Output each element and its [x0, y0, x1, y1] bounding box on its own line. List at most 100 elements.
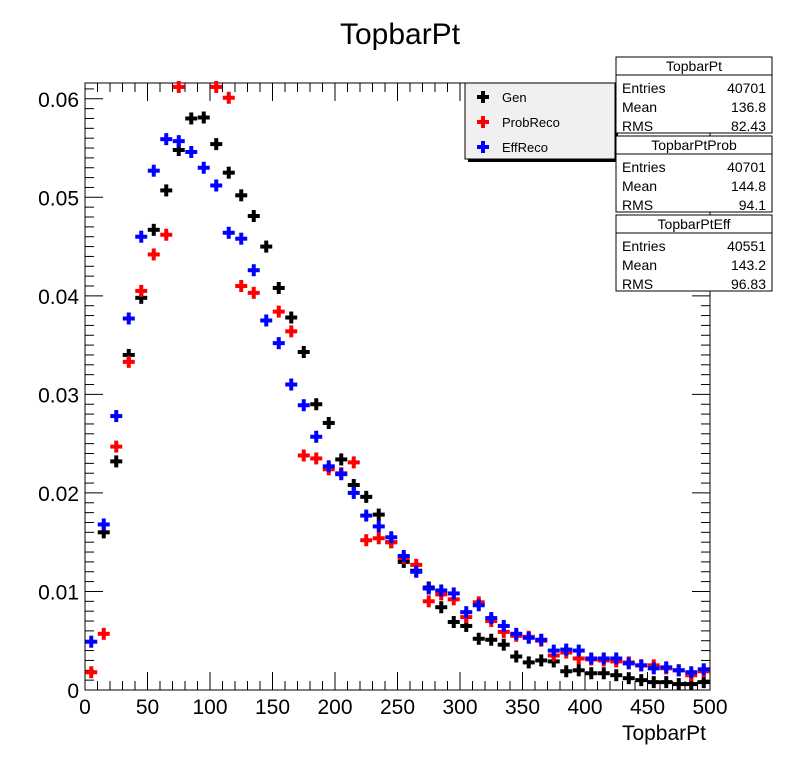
- data-point-gen: [360, 490, 373, 503]
- data-point-effreco: [197, 161, 210, 174]
- data-point-gen: [372, 508, 385, 521]
- data-point-effreco: [697, 663, 710, 676]
- stats-row-key: Mean: [622, 257, 657, 273]
- data-point-probreco: [222, 91, 235, 104]
- stats-box-2: TopbarPtEff Entries 40551 Mean 143.2 RMS 96.83: [615, 214, 773, 292]
- legend-entry-effreco: EffReco: [477, 140, 548, 155]
- data-point-effreco: [347, 486, 360, 499]
- data-point-effreco: [435, 584, 448, 597]
- x-tick-label: 250: [380, 696, 415, 719]
- data-point-effreco: [172, 135, 185, 148]
- y-tick-label: 0.03: [38, 384, 79, 407]
- data-point-effreco: [622, 657, 635, 670]
- legend-label: Gen: [502, 90, 527, 105]
- stats-box-title: TopbarPtProb: [651, 137, 737, 153]
- data-point-effreco: [247, 264, 260, 277]
- data-point-effreco: [635, 659, 648, 672]
- data-point-effreco: [110, 410, 123, 423]
- data-point-gen: [672, 678, 685, 691]
- data-point-effreco: [485, 612, 498, 625]
- x-tick-label: 150: [255, 696, 290, 719]
- data-point-gen: [260, 240, 273, 253]
- data-point-effreco: [460, 606, 473, 619]
- stats-row-key: Mean: [622, 99, 657, 115]
- data-point-gen: [322, 416, 335, 429]
- data-point-gen: [610, 669, 623, 682]
- data-point-probreco: [122, 355, 135, 368]
- data-point-gen: [235, 189, 248, 202]
- stats-row-value: 82.43: [731, 118, 766, 134]
- data-point-gen: [285, 311, 298, 324]
- axis-ticks: 0 50 100 150 200 250 300 350 400 450 500 0 0.01 0.02 0…: [38, 83, 728, 719]
- data-point-gen: [335, 453, 348, 466]
- data-point-effreco: [147, 164, 160, 177]
- data-point-gen: [147, 223, 160, 236]
- data-point-effreco: [260, 314, 273, 327]
- data-point-probreco: [297, 449, 310, 462]
- data-point-gen: [622, 672, 635, 685]
- data-point-gen: [572, 664, 585, 677]
- data-point-gen: [210, 138, 223, 151]
- data-point-probreco: [272, 305, 285, 318]
- data-point-probreco: [160, 228, 173, 241]
- stats-row-key: RMS: [622, 276, 653, 292]
- series-gen: [97, 111, 710, 691]
- data-point-effreco: [310, 430, 323, 443]
- stats-row-value: 144.8: [731, 178, 766, 194]
- data-point-gen: [222, 166, 235, 179]
- data-point-effreco: [447, 587, 460, 600]
- data-point-gen: [310, 398, 323, 411]
- legend-entry-gen: Gen: [477, 90, 527, 105]
- data-point-effreco: [535, 633, 548, 646]
- stats-row-value: 94.1: [739, 197, 766, 213]
- legend-label: EffReco: [502, 140, 548, 155]
- data-point-gen: [660, 676, 673, 689]
- data-point-probreco: [85, 666, 98, 679]
- data-point-probreco: [360, 534, 373, 547]
- data-point-gen: [247, 210, 260, 223]
- data-point-gen: [485, 633, 498, 646]
- data-point-probreco: [210, 80, 223, 93]
- x-tick-label: 50: [136, 696, 159, 719]
- stats-row-value: 96.83: [731, 276, 766, 292]
- stats-row-value: 143.2: [731, 257, 766, 273]
- data-point-probreco: [172, 80, 185, 93]
- data-point-gen: [522, 656, 535, 669]
- y-tick-label: 0.01: [38, 581, 79, 604]
- data-point-effreco: [685, 666, 698, 679]
- legend-label: ProbReco: [502, 115, 560, 130]
- stats-box-frame: [615, 214, 773, 292]
- data-point-effreco: [660, 661, 673, 674]
- stats-row-key: Entries: [622, 159, 666, 175]
- data-point-effreco: [385, 531, 398, 544]
- stats-box-frame: [615, 135, 773, 213]
- data-point-gen: [297, 346, 310, 359]
- data-point-effreco: [610, 652, 623, 665]
- data-points: [85, 80, 710, 691]
- data-point-gen: [110, 455, 123, 468]
- data-point-effreco: [372, 520, 385, 533]
- x-tick-label: 500: [692, 696, 727, 719]
- data-point-effreco: [397, 549, 410, 562]
- x-tick-label: 100: [192, 696, 227, 719]
- data-point-gen: [185, 112, 198, 125]
- data-point-probreco: [135, 284, 148, 297]
- data-point-probreco: [235, 279, 248, 292]
- data-point-effreco: [410, 565, 423, 578]
- x-tick-label: 350: [505, 696, 540, 719]
- data-point-effreco: [597, 652, 610, 665]
- data-point-effreco: [235, 232, 248, 245]
- y-tick-label: 0: [67, 680, 79, 703]
- data-point-effreco: [647, 662, 660, 675]
- data-point-gen: [435, 601, 448, 614]
- x-tick-label: 400: [567, 696, 602, 719]
- data-point-effreco: [297, 399, 310, 412]
- data-point-effreco: [285, 378, 298, 391]
- data-point-gen: [647, 676, 660, 689]
- stats-row-value: 40701: [727, 159, 766, 175]
- data-point-effreco: [672, 664, 685, 677]
- legend-entry-probreco: ProbReco: [477, 115, 560, 130]
- data-point-gen: [535, 654, 548, 667]
